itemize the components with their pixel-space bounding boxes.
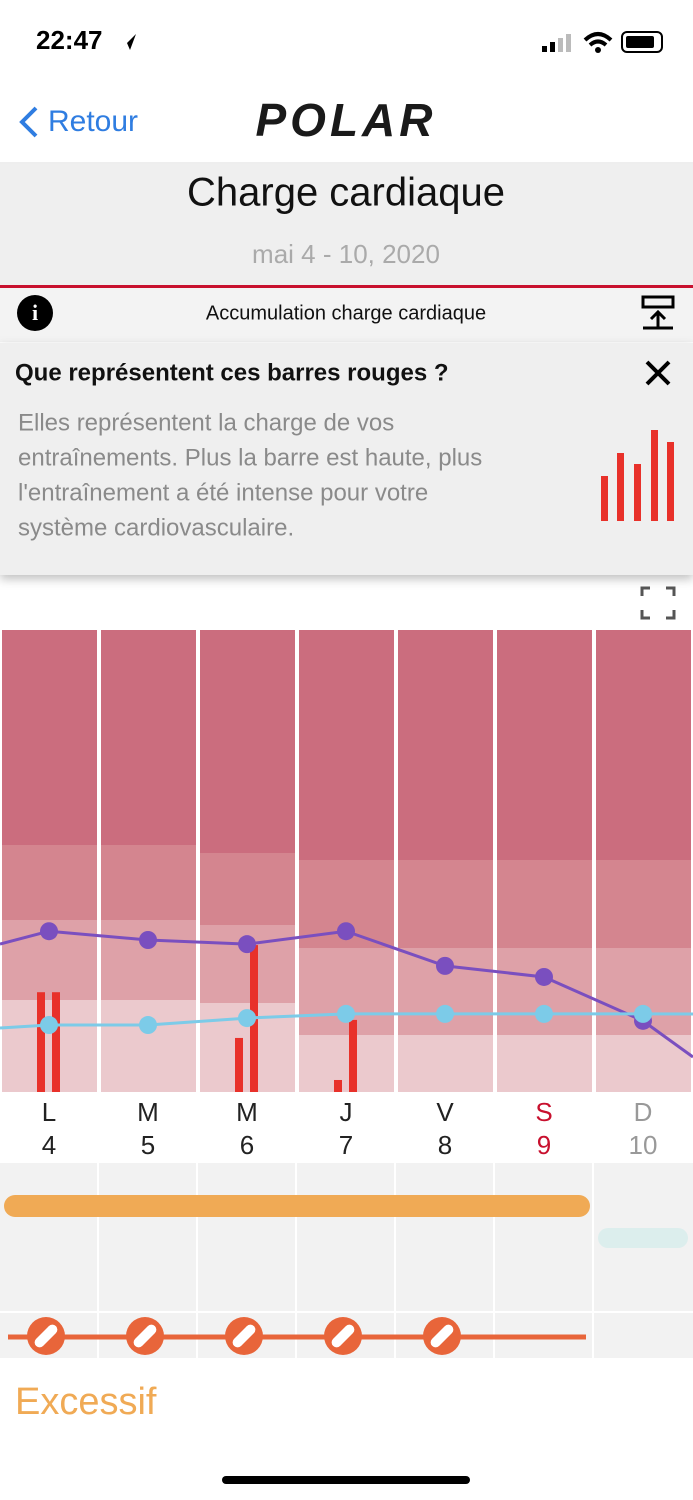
recovery-icon-band [34,1324,58,1348]
recovery-icon-band [232,1324,256,1348]
recovery-icon-band [133,1324,157,1348]
session-bar [37,992,45,1092]
day-date: 7 [339,1130,353,1160]
popup-body: Elles représentent la charge de vos entra… [18,409,482,541]
zone [200,853,295,925]
series-point [40,1016,58,1035]
zone [2,1000,97,1092]
day-date: 10 [629,1130,658,1160]
popup-line: système cardiovasculaire. [18,514,294,541]
series-point [139,931,157,950]
accent-line [0,285,693,288]
popup-line: entraînements. Plus la barre est haute, … [18,444,482,471]
popup-line: Elles représentent la charge de vos [18,409,394,436]
series-point [337,922,355,941]
series-point [535,967,553,986]
series-point [436,1004,454,1023]
wifi-icon [583,32,613,47]
zone [398,630,493,860]
day-letter: M [236,1097,258,1127]
day-letter: S [535,1097,552,1127]
day-letter: L [42,1097,56,1127]
series-point [436,956,454,975]
zone [101,630,196,845]
zone [299,1035,394,1092]
zone [596,860,691,948]
info-label: Accumulation charge cardiaque [206,302,486,324]
session-bar [235,1037,243,1092]
series-point [535,1004,553,1023]
expand-icon[interactable] [640,586,676,620]
signal-icon [542,34,571,52]
load-status: Excessif [15,1381,157,1423]
activity-bar [4,1195,590,1217]
wifi-dot [595,47,601,53]
location-icon [120,34,136,50]
session-bar [334,1079,342,1092]
zone [596,630,691,860]
export-icon[interactable] [641,295,675,330]
session-bar [349,1019,357,1092]
activity-bar-empty [598,1228,688,1248]
logo: POLAR [256,94,437,146]
zone [497,860,592,948]
series-point [337,1004,355,1023]
header-bg [0,164,693,286]
zone [101,1000,196,1092]
info-icon-glyph: i [32,300,38,325]
zone [497,630,592,860]
zone [398,1035,493,1092]
zone [398,860,493,948]
series-point [634,1004,652,1023]
series-point [139,1016,157,1035]
zone [101,845,196,920]
popup-close[interactable] [645,360,671,386]
series-point [40,922,58,941]
day-date: 4 [42,1130,56,1160]
zone [299,630,394,860]
series-edge [642,1019,693,1059]
popup-bars-icon [601,430,674,521]
recovery-icon-band [331,1324,355,1348]
series-point [238,1009,256,1028]
popup-title: Que représentent ces barres rouges ? [15,359,449,386]
zone [2,630,97,845]
day-date: 9 [537,1130,551,1160]
info-icon[interactable] [17,295,53,331]
day-letter: D [634,1097,653,1127]
zone [497,1035,592,1092]
day-letter: M [137,1097,159,1127]
recovery-icon-band [430,1324,454,1348]
day-date: 6 [240,1130,254,1160]
popup [0,343,693,575]
status-time: 22:47 [36,25,103,55]
zone [200,630,295,853]
page-title: Charge cardiaque [187,171,505,215]
popup-line: l'entraînement a été intense pour votre [18,479,428,506]
battery-icon [621,31,663,53]
home-indicator [222,1476,470,1484]
session-bar [52,992,60,1092]
zone [2,845,97,920]
date-range[interactable]: mai 4 - 10, 2020 [252,239,440,269]
battery-level [626,36,654,48]
day-letter: V [436,1097,454,1127]
back-button[interactable]: Retour [48,105,138,138]
day-date: 8 [438,1130,452,1160]
series-point [238,935,256,954]
day-letter: J [340,1097,353,1127]
day-date: 5 [141,1130,155,1160]
back-arrow[interactable] [19,106,38,138]
info-row-bg [0,288,693,342]
